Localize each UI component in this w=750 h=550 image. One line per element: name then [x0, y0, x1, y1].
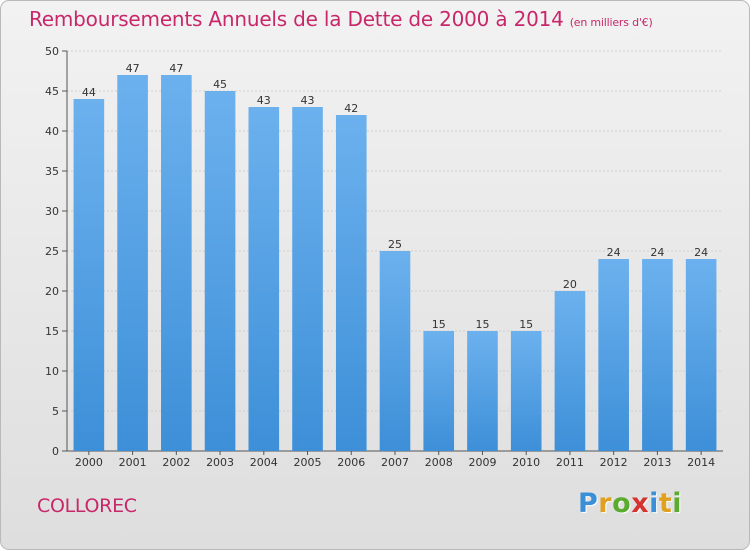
data-label: 15 — [432, 318, 446, 331]
data-label: 43 — [257, 94, 271, 107]
data-label: 47 — [169, 62, 183, 75]
data-label: 25 — [388, 238, 402, 251]
y-tick-label: 35 — [45, 165, 59, 178]
data-label: 15 — [475, 318, 489, 331]
x-tick-label: 2010 — [512, 456, 540, 469]
chart-subtitle: (en milliers d'€) — [569, 16, 653, 29]
x-tick-label: 2009 — [468, 456, 496, 469]
chart-title-text: Remboursements Annuels de la Dette de 20… — [29, 7, 564, 31]
x-tick-label: 2003 — [206, 456, 234, 469]
logo-letter: i — [649, 488, 659, 519]
y-tick-label: 0 — [52, 445, 59, 458]
bar — [379, 251, 411, 451]
bar — [554, 291, 586, 451]
y-tick-label: 15 — [45, 325, 59, 338]
y-tick-label: 50 — [45, 45, 59, 58]
x-tick-label: 2013 — [643, 456, 671, 469]
y-tick-label: 45 — [45, 85, 59, 98]
y-tick-label: 5 — [52, 405, 59, 418]
x-tick-label: 2007 — [381, 456, 409, 469]
y-tick-label: 30 — [45, 205, 59, 218]
logo-letter: x — [631, 488, 650, 519]
data-label: 44 — [82, 86, 96, 99]
bar — [292, 107, 323, 451]
x-tick-label: 2014 — [687, 456, 715, 469]
x-tick-label: 2006 — [337, 456, 365, 469]
logo-letter: r — [598, 488, 613, 519]
data-label: 45 — [213, 78, 227, 91]
commune-name: COLLOREC — [37, 495, 137, 517]
x-tick-label: 2005 — [294, 456, 322, 469]
x-tick-label: 2012 — [600, 456, 628, 469]
bar — [204, 91, 236, 451]
x-tick-label: 2000 — [75, 456, 103, 469]
x-tick-label: 2008 — [425, 456, 453, 469]
bar — [335, 115, 367, 451]
proxiti-logo: Proxiti — [578, 488, 682, 519]
bar — [685, 259, 717, 451]
logo-letter: t — [658, 488, 673, 519]
logo-letter: o — [612, 488, 632, 519]
x-tick-label: 2011 — [556, 456, 584, 469]
chart-title: Remboursements Annuels de la Dette de 20… — [29, 7, 653, 31]
y-tick-label: 20 — [45, 285, 59, 298]
data-label: 15 — [519, 318, 533, 331]
data-label: 24 — [694, 246, 708, 259]
y-tick-label: 10 — [45, 365, 59, 378]
x-tick-label: 2004 — [250, 456, 278, 469]
x-tick-label: 2002 — [162, 456, 190, 469]
bar — [467, 331, 498, 451]
y-tick-label: 40 — [45, 125, 59, 138]
bar — [510, 331, 542, 451]
data-label: 24 — [650, 246, 664, 259]
data-label: 47 — [126, 62, 140, 75]
x-tick-label: 2001 — [119, 456, 147, 469]
bar — [642, 259, 673, 451]
bar — [117, 75, 148, 451]
data-label: 42 — [344, 102, 358, 115]
logo-letter: P — [578, 488, 599, 519]
data-label: 24 — [607, 246, 621, 259]
data-label: 43 — [301, 94, 315, 107]
bar — [598, 259, 629, 451]
bar — [423, 331, 455, 451]
bar — [161, 75, 192, 451]
bar — [248, 107, 280, 451]
data-label: 20 — [563, 278, 577, 291]
bar — [73, 99, 105, 451]
logo-letter: i — [672, 488, 683, 519]
y-tick-label: 25 — [45, 245, 59, 258]
